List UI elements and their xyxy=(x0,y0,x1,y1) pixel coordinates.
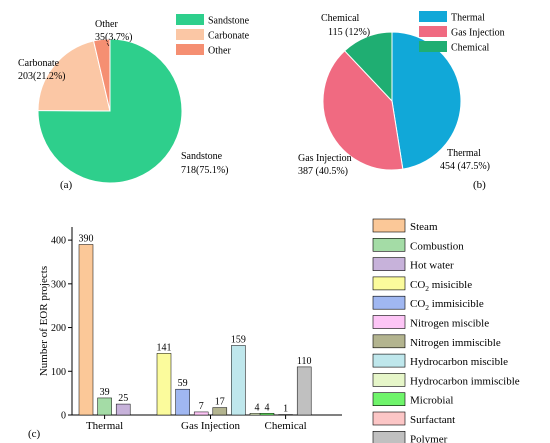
legend-eor-methods: Steam Combustion Hot water CO2 misicible CO2… xyxy=(372,218,520,443)
bar-steam xyxy=(78,244,94,416)
legend-swatch xyxy=(372,353,406,368)
y-tick-label: 0 xyxy=(61,411,66,422)
legend-label: Surfactant xyxy=(410,414,455,426)
bar-value-label: 25 xyxy=(118,393,128,404)
bar-value-label: 39 xyxy=(100,387,110,398)
legend-label: Gas Injection xyxy=(451,28,505,39)
legend-swatch xyxy=(372,430,406,443)
pie-slice-sandstone xyxy=(37,38,183,184)
legend-swatch xyxy=(372,373,406,387)
legend-label: Other xyxy=(208,46,231,57)
slice-label-name: Gas Injection xyxy=(298,153,352,164)
x-tick-label: Chemical xyxy=(265,420,307,432)
bar-chart-eor-projects: 0 100 200 300 400 Number of EOR projects 390 39… xyxy=(38,227,342,432)
panel-label-a: (a) xyxy=(60,179,73,191)
slice-label-name: Other xyxy=(95,19,118,30)
pie-slice-carbonate xyxy=(37,40,111,112)
pie-slice-other xyxy=(92,38,111,112)
legend-label: Carbonate xyxy=(208,31,250,42)
legend-label: Microbial xyxy=(410,395,453,407)
bar-value-label: 159 xyxy=(231,334,246,345)
slice-label-name: Sandstone xyxy=(181,151,223,162)
legend-swatch xyxy=(176,14,204,25)
legend-label: Steam xyxy=(410,221,438,233)
x-tick-label: Gas Injection xyxy=(181,420,240,432)
y-axis-label: Number of EOR projects xyxy=(38,266,50,376)
bar-value-label: 4 xyxy=(265,402,270,413)
legend-label: Combustion xyxy=(410,240,464,252)
slice-label-name: Carbonate xyxy=(18,58,60,69)
legend-label: Chemical xyxy=(451,43,490,54)
slice-label-value: 115 (12%) xyxy=(328,27,370,38)
bar-polymer xyxy=(296,366,312,416)
bar-nitrogen-immiscible xyxy=(212,407,228,416)
bar-co2-immisicible xyxy=(175,388,190,416)
bar-hydrocarbon-miscible xyxy=(231,345,246,416)
pie-chart-reservoir xyxy=(37,38,183,184)
legend-label: CO2 immisicible xyxy=(410,298,484,312)
slice-label-value: 454 (47.5%) xyxy=(440,161,490,172)
bar-value-label: 59 xyxy=(178,378,188,389)
bar-value-label: 7 xyxy=(199,401,204,412)
legend-label: Polymer xyxy=(410,433,448,443)
pie-slice-gas-injection xyxy=(322,50,404,171)
legend-swatch xyxy=(419,41,447,52)
legend-swatch xyxy=(419,11,447,22)
slice-label-value: 35(3.7%) xyxy=(95,32,133,43)
slice-label-value: 387 (40.5%) xyxy=(298,166,348,177)
pie-slice-thermal xyxy=(391,31,462,170)
legend-swatch xyxy=(372,257,406,271)
legend-swatch xyxy=(372,295,406,310)
bar-value-label: 390 xyxy=(79,233,94,244)
legend-swatch xyxy=(176,29,204,40)
legend-label: Hydrocarbon miscible xyxy=(410,356,508,368)
legend-label: Thermal xyxy=(451,13,485,24)
bar-hot-water xyxy=(115,403,131,416)
bar-value-label: 17 xyxy=(215,397,225,408)
panel-label-b: (b) xyxy=(473,179,486,191)
slice-label-name: Thermal xyxy=(447,148,481,159)
slice-labels-reservoir: Sandstone 718(75.1%) Carbonate 203(21.2%) Ot… xyxy=(18,19,229,176)
legend-swatch xyxy=(372,238,406,252)
legend-swatch xyxy=(372,276,406,291)
y-tick-label: 300 xyxy=(51,279,66,290)
legend-swatch xyxy=(176,44,204,55)
legend-swatch xyxy=(372,392,406,407)
slice-label-name: Chemical xyxy=(321,13,360,24)
bar-value-label: 1 xyxy=(283,404,288,415)
bar-value-label: 4 xyxy=(255,402,260,413)
bar-co2-misicible xyxy=(156,353,172,416)
legend-swatch xyxy=(372,334,406,349)
bar-value-label: 141 xyxy=(157,342,172,353)
legend-swatch xyxy=(419,26,447,37)
pie-chart-eor-type xyxy=(322,31,462,171)
bar-microbial xyxy=(259,413,275,416)
legend-swatch xyxy=(372,315,406,329)
legend-label: Sandstone xyxy=(208,16,250,27)
slice-label-value: 718(75.1%) xyxy=(181,165,229,176)
legend-label: Hot water xyxy=(410,260,454,272)
panel-label-c: (c) xyxy=(28,428,41,440)
legend-eor-type: Thermal Gas Injection Chemical xyxy=(419,11,505,54)
legend-label: Nitrogen miscible xyxy=(410,318,489,330)
leader-line xyxy=(106,42,110,47)
x-tick-label: Thermal xyxy=(86,420,123,432)
y-tick-label: 400 xyxy=(51,236,66,247)
y-tick-label: 200 xyxy=(51,323,66,334)
bar-nitrogen-miscible xyxy=(193,411,209,416)
legend-label: CO2 misicible xyxy=(410,279,472,293)
slice-labels-eor-type: Thermal 454 (47.5%) Gas Injection 387 (40.5… xyxy=(298,13,490,177)
y-tick-label: 100 xyxy=(51,367,66,378)
slice-label-value: 203(21.2%) xyxy=(18,71,66,82)
legend-swatch xyxy=(372,411,406,426)
legend-label: Hydrocarbon immiscible xyxy=(410,375,520,387)
bar-value-label: 110 xyxy=(297,356,312,367)
bar-combustion xyxy=(97,397,112,416)
legend-reservoir: Sandstone Carbonate Other xyxy=(176,14,250,57)
legend-swatch xyxy=(372,218,406,233)
pie-slice-chemical xyxy=(343,31,393,103)
legend-label: Nitrogen immiscible xyxy=(410,337,501,349)
